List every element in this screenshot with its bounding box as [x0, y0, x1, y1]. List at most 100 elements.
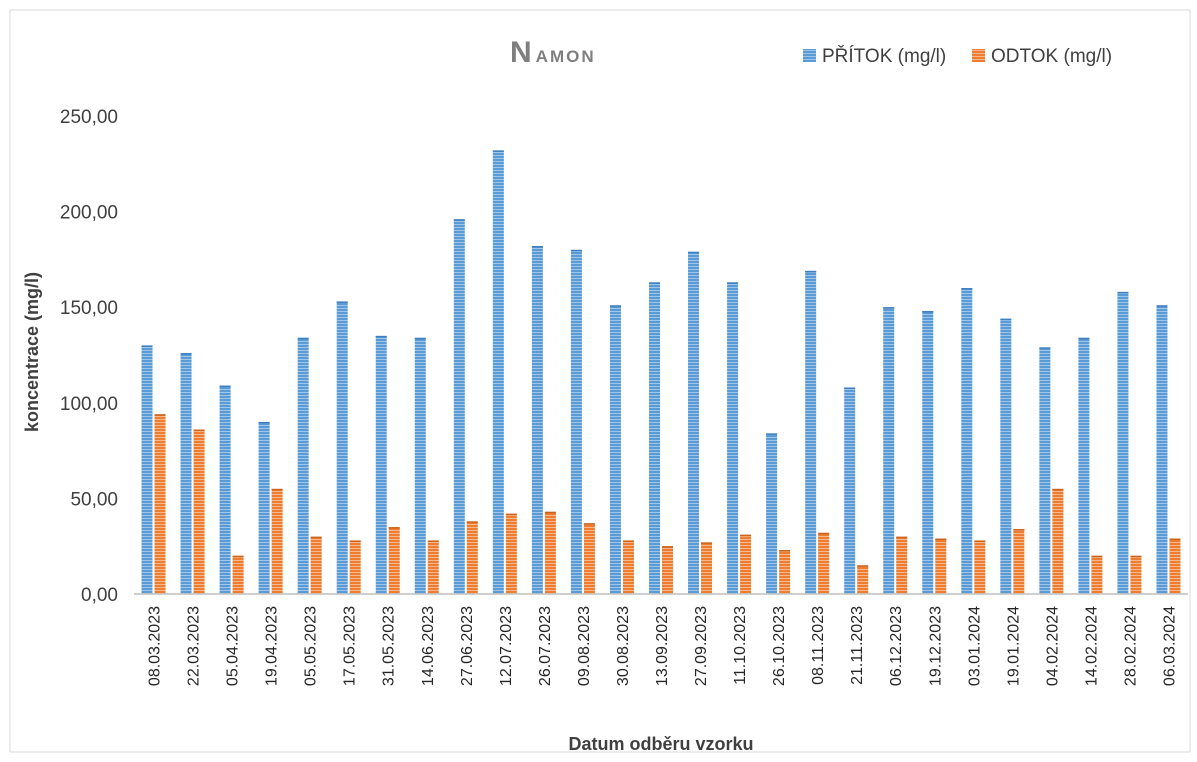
- bar-pritok-top: [180, 353, 192, 355]
- bar-odtok-top: [779, 550, 791, 552]
- bar-odtok: [779, 550, 791, 594]
- bar-pritok: [922, 311, 934, 594]
- bar-pritok-top: [1039, 347, 1051, 349]
- x-tick-label: 12.07.2023: [498, 606, 515, 686]
- bar-pritok: [688, 251, 700, 594]
- bar-pritok-top: [883, 307, 895, 309]
- x-axis-title: Datum odběru vzorku: [568, 734, 753, 754]
- bar-pritok-top: [1156, 305, 1168, 307]
- x-tick-label: 08.03.2023: [147, 606, 164, 686]
- bar-pritok-top: [219, 385, 231, 388]
- x-tick-label: 22.03.2023: [186, 606, 203, 686]
- x-tick-label: 14.02.2024: [1083, 606, 1100, 686]
- bar-odtok-top: [271, 488, 283, 491]
- legend: PŘÍTOK (mg/l) ODTOK (mg/l): [803, 45, 1112, 67]
- bar-pritok-top: [1117, 291, 1129, 294]
- chart-border: [9, 9, 1191, 753]
- bar-odtok: [896, 536, 908, 594]
- bar-pritok: [844, 387, 856, 594]
- x-tick-label: 19.12.2023: [927, 606, 944, 686]
- x-tick-label: 06.12.2023: [888, 606, 905, 686]
- bar-odtok: [935, 538, 947, 594]
- legend-swatch-odtok: [972, 49, 985, 62]
- x-tick-label: 30.08.2023: [615, 606, 632, 686]
- bar-pritok-top: [1078, 337, 1090, 340]
- chart-title: N AMON: [510, 36, 596, 69]
- bar-odtok: [857, 565, 869, 594]
- bar-pritok-top: [297, 337, 309, 340]
- bar-pritok-top: [492, 150, 504, 152]
- y-tick-label: 0,00: [81, 585, 118, 606]
- bar-odtok-top: [1052, 488, 1064, 491]
- legend-label-odtok: ODTOK (mg/l): [991, 46, 1112, 67]
- bar-pritok: [531, 246, 543, 594]
- y-tick-label: 250,00: [60, 107, 118, 128]
- bar-pritok-top: [414, 337, 426, 340]
- y-tick-label: 200,00: [60, 203, 118, 224]
- bar-odtok-top: [896, 536, 908, 539]
- bar-pritok-top: [922, 311, 934, 313]
- bar-odtok-top: [193, 429, 205, 432]
- bar-odtok-top: [310, 536, 322, 539]
- bar-pritok: [1000, 318, 1012, 594]
- bar-odtok-top: [1169, 538, 1181, 541]
- bar-odtok: [466, 521, 478, 594]
- x-tick-label: 05.05.2023: [303, 606, 320, 686]
- bar-pritok-top: [649, 282, 660, 284]
- bar-pritok: [727, 282, 739, 594]
- x-tick-label: 05.04.2023: [225, 606, 242, 686]
- x-tick-label: 08.11.2023: [810, 606, 827, 685]
- bar-odtok: [310, 536, 322, 594]
- bar-pritok-top: [766, 433, 778, 435]
- bar-odtok: [505, 513, 517, 594]
- bar-odtok-top: [662, 546, 673, 548]
- bar-pritok-top: [258, 421, 270, 424]
- x-tick-label: 27.09.2023: [693, 606, 710, 686]
- bar-odtok: [1130, 555, 1142, 594]
- bar-pritok-top: [453, 219, 465, 221]
- bar-odtok-top: [388, 527, 400, 529]
- y-tick-label: 150,00: [60, 298, 118, 319]
- bar-pritok-top: [805, 270, 817, 273]
- bar-odtok-top: [1013, 528, 1025, 531]
- bar-pritok: [1156, 305, 1168, 594]
- bar-pritok: [1039, 347, 1051, 594]
- bar-odtok-top: [154, 414, 166, 416]
- bar-pritok: [961, 288, 973, 594]
- bar-odtok: [388, 527, 400, 594]
- bar-odtok: [701, 542, 713, 594]
- bar-odtok: [1091, 555, 1103, 594]
- bar-odtok-top: [701, 542, 713, 544]
- bar-pritok-top: [570, 249, 582, 252]
- bar-pritok-top: [609, 305, 621, 307]
- x-tick-label: 21.11.2023: [849, 606, 866, 685]
- bar-pritok: [336, 301, 348, 594]
- bar-odtok-top: [857, 565, 869, 567]
- x-tick-label: 11.10.2023: [732, 606, 749, 685]
- x-tick-label: 13.09.2023: [654, 606, 671, 686]
- bar-pritok: [609, 305, 621, 594]
- x-axis-ticks: 08.03.2023 22.03.2023 05.04.2023 19.04.2023…: [147, 606, 1179, 686]
- bar-odtok-top: [466, 521, 478, 523]
- bar-odtok-top: [740, 534, 752, 537]
- x-tick-label: 09.08.2023: [576, 606, 593, 686]
- bar-pritok: [375, 335, 387, 594]
- bar-pritok: [649, 282, 660, 594]
- y-tick-label: 50,00: [70, 489, 118, 510]
- bar-odtok: [1169, 538, 1181, 594]
- y-axis-title: koncentrace (mg/l): [22, 272, 42, 432]
- bar-odtok: [818, 532, 830, 594]
- x-tick-label: 03.01.2024: [966, 606, 983, 686]
- y-tick-label: 100,00: [60, 394, 118, 415]
- bar-odtok: [271, 488, 283, 594]
- bar-pritok: [141, 345, 153, 594]
- bar-pritok: [1078, 337, 1090, 594]
- bar-pritok-top: [375, 335, 387, 338]
- x-tick-label: 27.06.2023: [459, 606, 476, 686]
- bars: [141, 150, 1181, 595]
- bar-odtok-top: [1130, 555, 1142, 558]
- bar-pritok: [492, 150, 504, 595]
- bar-pritok: [570, 249, 582, 594]
